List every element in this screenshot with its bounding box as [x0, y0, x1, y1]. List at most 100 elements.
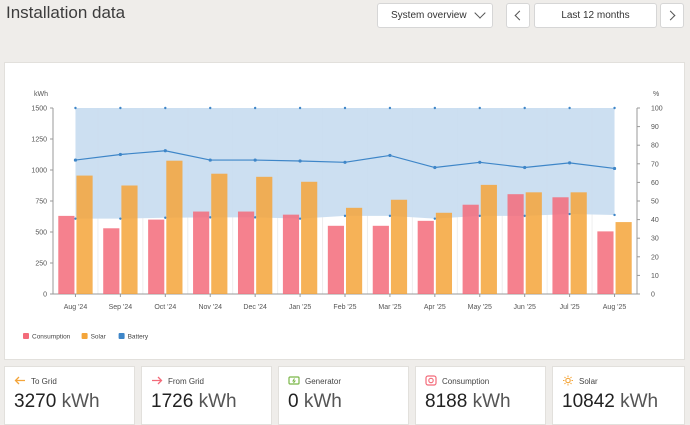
legend-swatch — [23, 333, 29, 339]
solar-bar — [435, 212, 453, 294]
stat-consumption: Consumption 8188 kWh — [415, 366, 546, 425]
solar-bar — [525, 192, 542, 294]
battery-band-upper-point — [613, 106, 616, 110]
battery-point — [612, 166, 617, 171]
y-tick-label-right: 60 — [651, 180, 659, 187]
consumption-icon — [425, 375, 437, 386]
battery-point — [208, 158, 212, 162]
battery-band-lower-point — [164, 216, 167, 219]
battery-band-upper-point — [253, 106, 257, 110]
battery-band-upper-point — [568, 106, 571, 110]
legend-swatch — [81, 333, 88, 339]
stat-unit: kWh — [472, 391, 511, 412]
battery-band-lower-point — [119, 217, 122, 220]
battery-point — [253, 158, 257, 162]
y-tick-label-left: 1250 — [31, 137, 47, 144]
solar-bar — [211, 173, 228, 294]
y-tick-label-right: 10 — [651, 273, 659, 280]
battery-band-upper-point — [433, 106, 437, 110]
battery-band-lower-point — [253, 216, 257, 219]
stat-value: 3270 — [14, 391, 57, 412]
consumption-bar — [148, 219, 165, 294]
battery-point — [433, 165, 437, 170]
battery-band-upper-point — [298, 106, 302, 110]
stat-generator: Generator 0 kWh — [278, 366, 409, 425]
solar-bar — [570, 192, 587, 294]
battery-band-upper-point — [164, 106, 167, 110]
legend-label: Solar — [91, 334, 107, 341]
battery-band-lower-point — [568, 212, 571, 216]
legend-swatch — [118, 333, 125, 339]
y-tick-label-right: 0 — [651, 292, 655, 299]
x-tick-label: Mar '25 — [378, 304, 401, 311]
x-tick-label: Jan '25 — [289, 304, 311, 311]
x-tick-label: Jun '25 — [514, 304, 536, 311]
battery-point — [298, 159, 302, 163]
battery-point — [568, 161, 572, 165]
previous-period-button[interactable] — [506, 3, 530, 28]
energy-chart: 0 250 500 750 1000 1250 1500 0 10 20 30 40 50 60 70 80 9… — [23, 91, 663, 341]
battery-band-lower-point — [343, 214, 347, 218]
y-axis-unit-left: kWh — [34, 91, 48, 98]
battery-band-lower-point — [298, 217, 302, 220]
period-select[interactable]: Last 12 months — [534, 3, 657, 28]
x-tick-label: Nov '24 — [198, 304, 222, 311]
y-tick-label-left: 1500 — [31, 106, 47, 113]
stat-label: Generator — [305, 377, 342, 386]
y-tick-label-right: 50 — [651, 199, 659, 206]
consumption-bar — [417, 220, 434, 294]
stat-label: To Grid — [31, 377, 57, 386]
chevron-right-icon — [665, 10, 676, 21]
battery-band-lower-point — [433, 217, 437, 220]
solar-bar — [166, 160, 183, 294]
consumption-bar — [462, 204, 479, 294]
solar-bar — [390, 199, 408, 294]
solar-bar — [346, 207, 363, 294]
consumption-bar — [193, 211, 210, 294]
battery-band-lower-point — [523, 214, 526, 218]
y-tick-label-right: 100 — [651, 106, 663, 113]
battery-point — [478, 160, 482, 164]
stat-unit: kWh — [620, 391, 659, 412]
battery-point — [388, 153, 392, 158]
solar-bar — [121, 185, 138, 294]
stat-to-grid: To Grid 3270 kWh — [4, 366, 135, 425]
battery-point — [73, 158, 78, 162]
battery-band-lower-point — [209, 216, 212, 219]
view-select[interactable]: System overview — [377, 3, 493, 28]
battery-band-upper-point — [119, 106, 122, 110]
y-tick-label-left: 250 — [35, 261, 47, 268]
battery-band-upper-point — [209, 106, 212, 110]
x-tick-label: Oct '24 — [154, 304, 176, 311]
stat-solar: Solar 10842 kWh — [552, 366, 685, 425]
chevron-down-icon — [474, 7, 486, 19]
solar-bar — [615, 222, 632, 294]
stat-from-grid: From Grid 1726 kWh — [141, 366, 272, 425]
chart-card: 0 250 500 750 1000 1250 1500 0 10 20 30 40 50 60 70 80 9… — [4, 62, 685, 360]
stat-value: 10842 — [562, 391, 615, 412]
battery-point — [118, 152, 122, 157]
x-tick-label: May '25 — [468, 304, 492, 311]
y-tick-label-right: 40 — [651, 217, 659, 224]
stat-value: 8188 — [425, 391, 468, 412]
y-axis-unit-right: % — [653, 91, 659, 98]
consumption-bar — [597, 231, 614, 294]
x-tick-label: Feb '25 — [333, 304, 356, 311]
stat-label: Solar — [579, 377, 598, 386]
x-tick-label: Dec '24 — [243, 304, 267, 311]
legend-label: Consumption — [32, 334, 71, 341]
view-select-label: System overview — [391, 10, 467, 21]
y-tick-label-left: 1000 — [31, 168, 47, 175]
y-tick-label-left: 750 — [35, 199, 47, 206]
solar-icon — [563, 375, 573, 386]
stat-unit: kWh — [61, 391, 100, 412]
x-tick-label: Jul '25 — [560, 304, 580, 311]
consumption-bar — [507, 194, 524, 294]
stat-unit: kWh — [303, 391, 342, 412]
next-period-button[interactable] — [660, 3, 684, 28]
stat-unit: kWh — [198, 391, 237, 412]
battery-band-lower-point — [613, 213, 616, 217]
to-grid-icon — [14, 376, 25, 385]
from-grid-icon — [152, 376, 163, 385]
y-tick-label-right: 70 — [651, 161, 659, 168]
